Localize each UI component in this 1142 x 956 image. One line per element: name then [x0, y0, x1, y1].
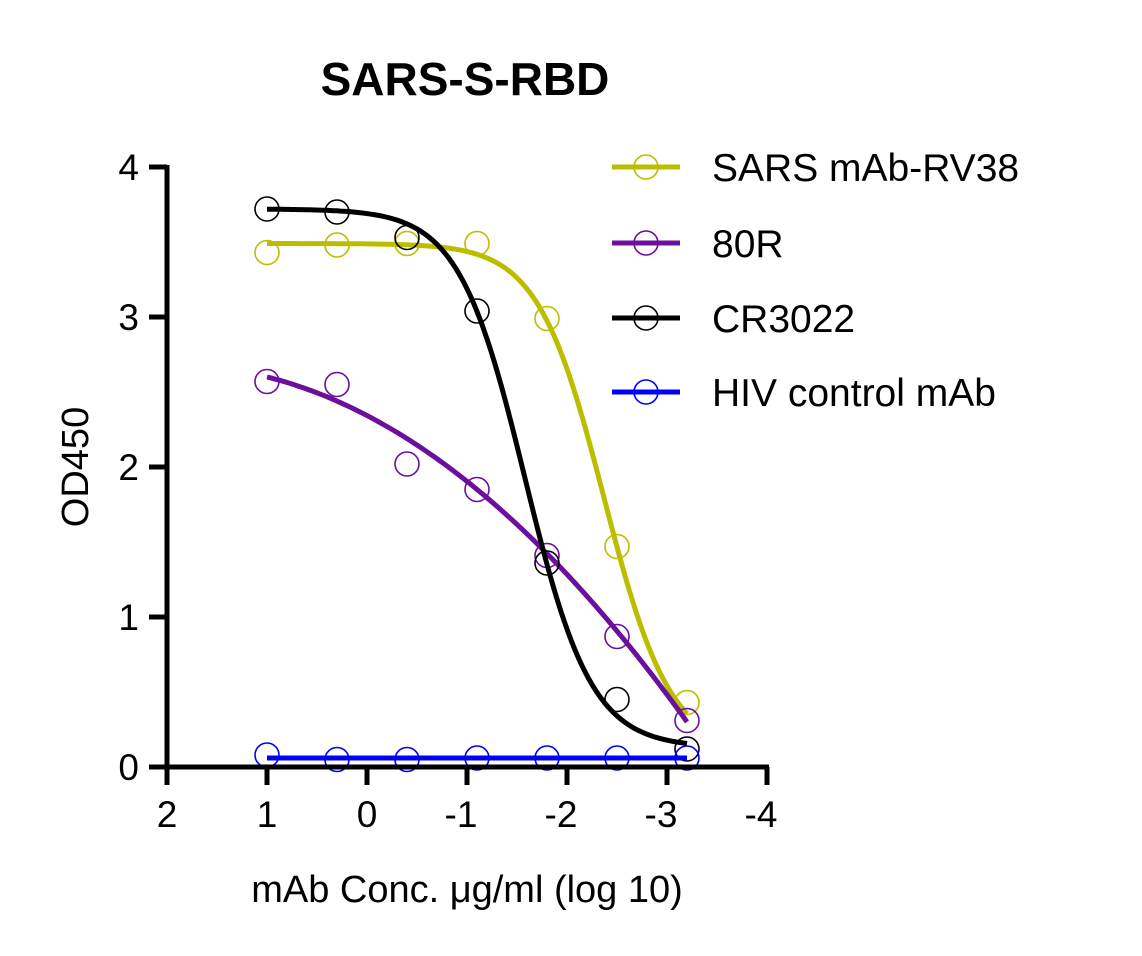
series-cr3022	[254, 196, 700, 762]
data-point	[604, 533, 630, 560]
y-tick-label: 1	[118, 597, 139, 638]
plot-area	[254, 196, 700, 773]
legend-marker	[633, 305, 659, 331]
y-tick-label: 0	[118, 747, 139, 788]
data-point	[254, 742, 280, 768]
legend-item: HIV control mAb	[612, 372, 996, 415]
data-point	[674, 707, 700, 734]
legend-item: 80R	[612, 223, 784, 266]
legend-label: HIV control mAb	[712, 372, 996, 415]
data-point	[464, 476, 490, 503]
series-80r	[254, 368, 700, 734]
fit-curve	[266, 374, 690, 724]
chart-title: SARS-S-RBD	[321, 53, 610, 105]
legend-label: CR3022	[712, 298, 855, 341]
data-point	[534, 550, 560, 576]
data-point	[604, 623, 630, 650]
legend-item: SARS mAb-RV38	[612, 147, 1019, 190]
legend-marker	[633, 154, 659, 180]
y-tick-label: 2	[118, 447, 139, 488]
x-tick-label: -4	[745, 794, 778, 835]
legend-label: 80R	[712, 223, 784, 266]
data-point	[254, 239, 280, 266]
x-tick-label: -1	[445, 794, 478, 835]
x-tick-label: 0	[357, 794, 378, 835]
y-tick-label: 4	[118, 147, 139, 188]
legend-marker	[633, 379, 659, 405]
series-sars-mab-rv38	[254, 230, 700, 716]
x-tick-label: -3	[645, 794, 678, 835]
data-point	[674, 736, 700, 762]
x-axis-label: mAb Conc. μg/ml (log 10)	[251, 869, 683, 911]
data-point	[534, 305, 560, 332]
fit-curve	[267, 241, 689, 716]
legend-marker	[633, 230, 659, 256]
data-point	[394, 451, 420, 477]
data-point	[464, 298, 490, 324]
legend-label: SARS mAb-RV38	[712, 147, 1019, 190]
y-axis-label: OD450	[55, 407, 97, 527]
fit-curve	[267, 206, 688, 746]
x-tick-label: -2	[545, 794, 578, 835]
data-point	[324, 371, 350, 398]
series-hiv-control-mab	[254, 742, 700, 773]
x-tick-label: 2	[157, 794, 178, 835]
legend: SARS mAb-RV38 80R CR3022 HIV control mAb	[612, 147, 1019, 415]
y-tick-label: 3	[118, 297, 139, 338]
x-tick-label: 1	[257, 794, 278, 835]
axes: 0 1 2 3 4 2 1 0 -1 -2 -3 -4	[118, 147, 777, 835]
legend-item: CR3022	[612, 298, 855, 341]
